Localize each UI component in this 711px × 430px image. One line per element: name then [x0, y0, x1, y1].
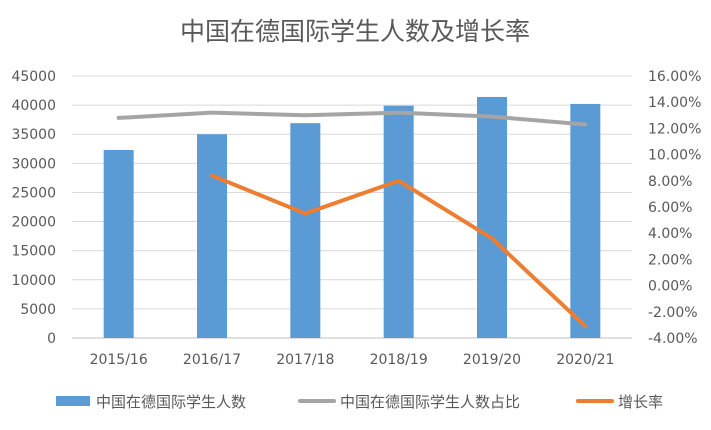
left-axis: 0 5000 10000 15000 20000 25000 30000 35000 40000…: [11, 69, 56, 347]
x-tick-label: 2018/19: [370, 352, 428, 368]
bar: [103, 149, 134, 338]
right-tick-label: 12.00%: [648, 121, 701, 137]
bar: [477, 96, 507, 339]
left-tick-label: 40000: [11, 98, 56, 114]
legend-label: 中国在德国际学生人数: [96, 393, 246, 411]
bar: [383, 105, 414, 339]
bar-series: [103, 96, 601, 339]
right-tick-label: 2.00%: [648, 252, 692, 268]
right-tick-label: 6.00%: [648, 200, 692, 216]
bar: [197, 134, 227, 338]
left-tick-label: 25000: [11, 185, 56, 201]
line-series: [116, 110, 588, 329]
legend-swatch: [56, 396, 90, 406]
right-tick-label: 16.00%: [648, 69, 701, 85]
left-tick-label: 5000: [20, 302, 56, 318]
right-tick-label: -2.00%: [648, 305, 698, 321]
gridlines: [72, 75, 632, 339]
left-tick-label: 45000: [11, 69, 56, 85]
right-axis: -4.00% -2.00% 0.00% 2.00% 4.00% 6.00% 8.00% 10.…: [648, 69, 701, 347]
left-tick-label: 20000: [11, 215, 56, 231]
bar: [290, 123, 321, 338]
legend-label: 中国在德国际学生人数占比: [340, 393, 520, 411]
x-tick-label: 2016/17: [183, 352, 241, 368]
x-tick-label: 2019/20: [463, 352, 521, 368]
left-tick-label: 10000: [11, 273, 56, 289]
x-tick-label: 2017/18: [276, 352, 334, 368]
bar: [570, 103, 601, 339]
right-tick-label: -4.00%: [648, 331, 698, 347]
right-tick-label: 0.00%: [648, 279, 692, 295]
right-tick-label: 8.00%: [648, 174, 692, 190]
legend-label: 增长率: [618, 393, 663, 411]
chart-title: 中国在德国际学生人数及增长率: [180, 17, 530, 46]
x-axis: 2015/16 2016/17 2017/18 2018/19 2019/20 2020/…: [90, 352, 615, 368]
right-tick-label: 10.00%: [648, 148, 701, 164]
left-tick-label: 0: [47, 331, 56, 347]
series-line: [210, 173, 588, 329]
legend: 中国在德国际学生人数 中国在德国际学生人数占比 增长率: [56, 393, 663, 411]
left-tick-label: 15000: [11, 244, 56, 260]
right-tick-label: 4.00%: [648, 226, 692, 242]
left-tick-label: 30000: [11, 156, 56, 172]
x-tick-label: 2020/21: [556, 352, 614, 368]
left-tick-label: 35000: [11, 127, 56, 143]
series-line: [116, 110, 588, 127]
right-tick-label: 14.00%: [648, 95, 701, 111]
x-tick-label: 2015/16: [90, 352, 148, 368]
